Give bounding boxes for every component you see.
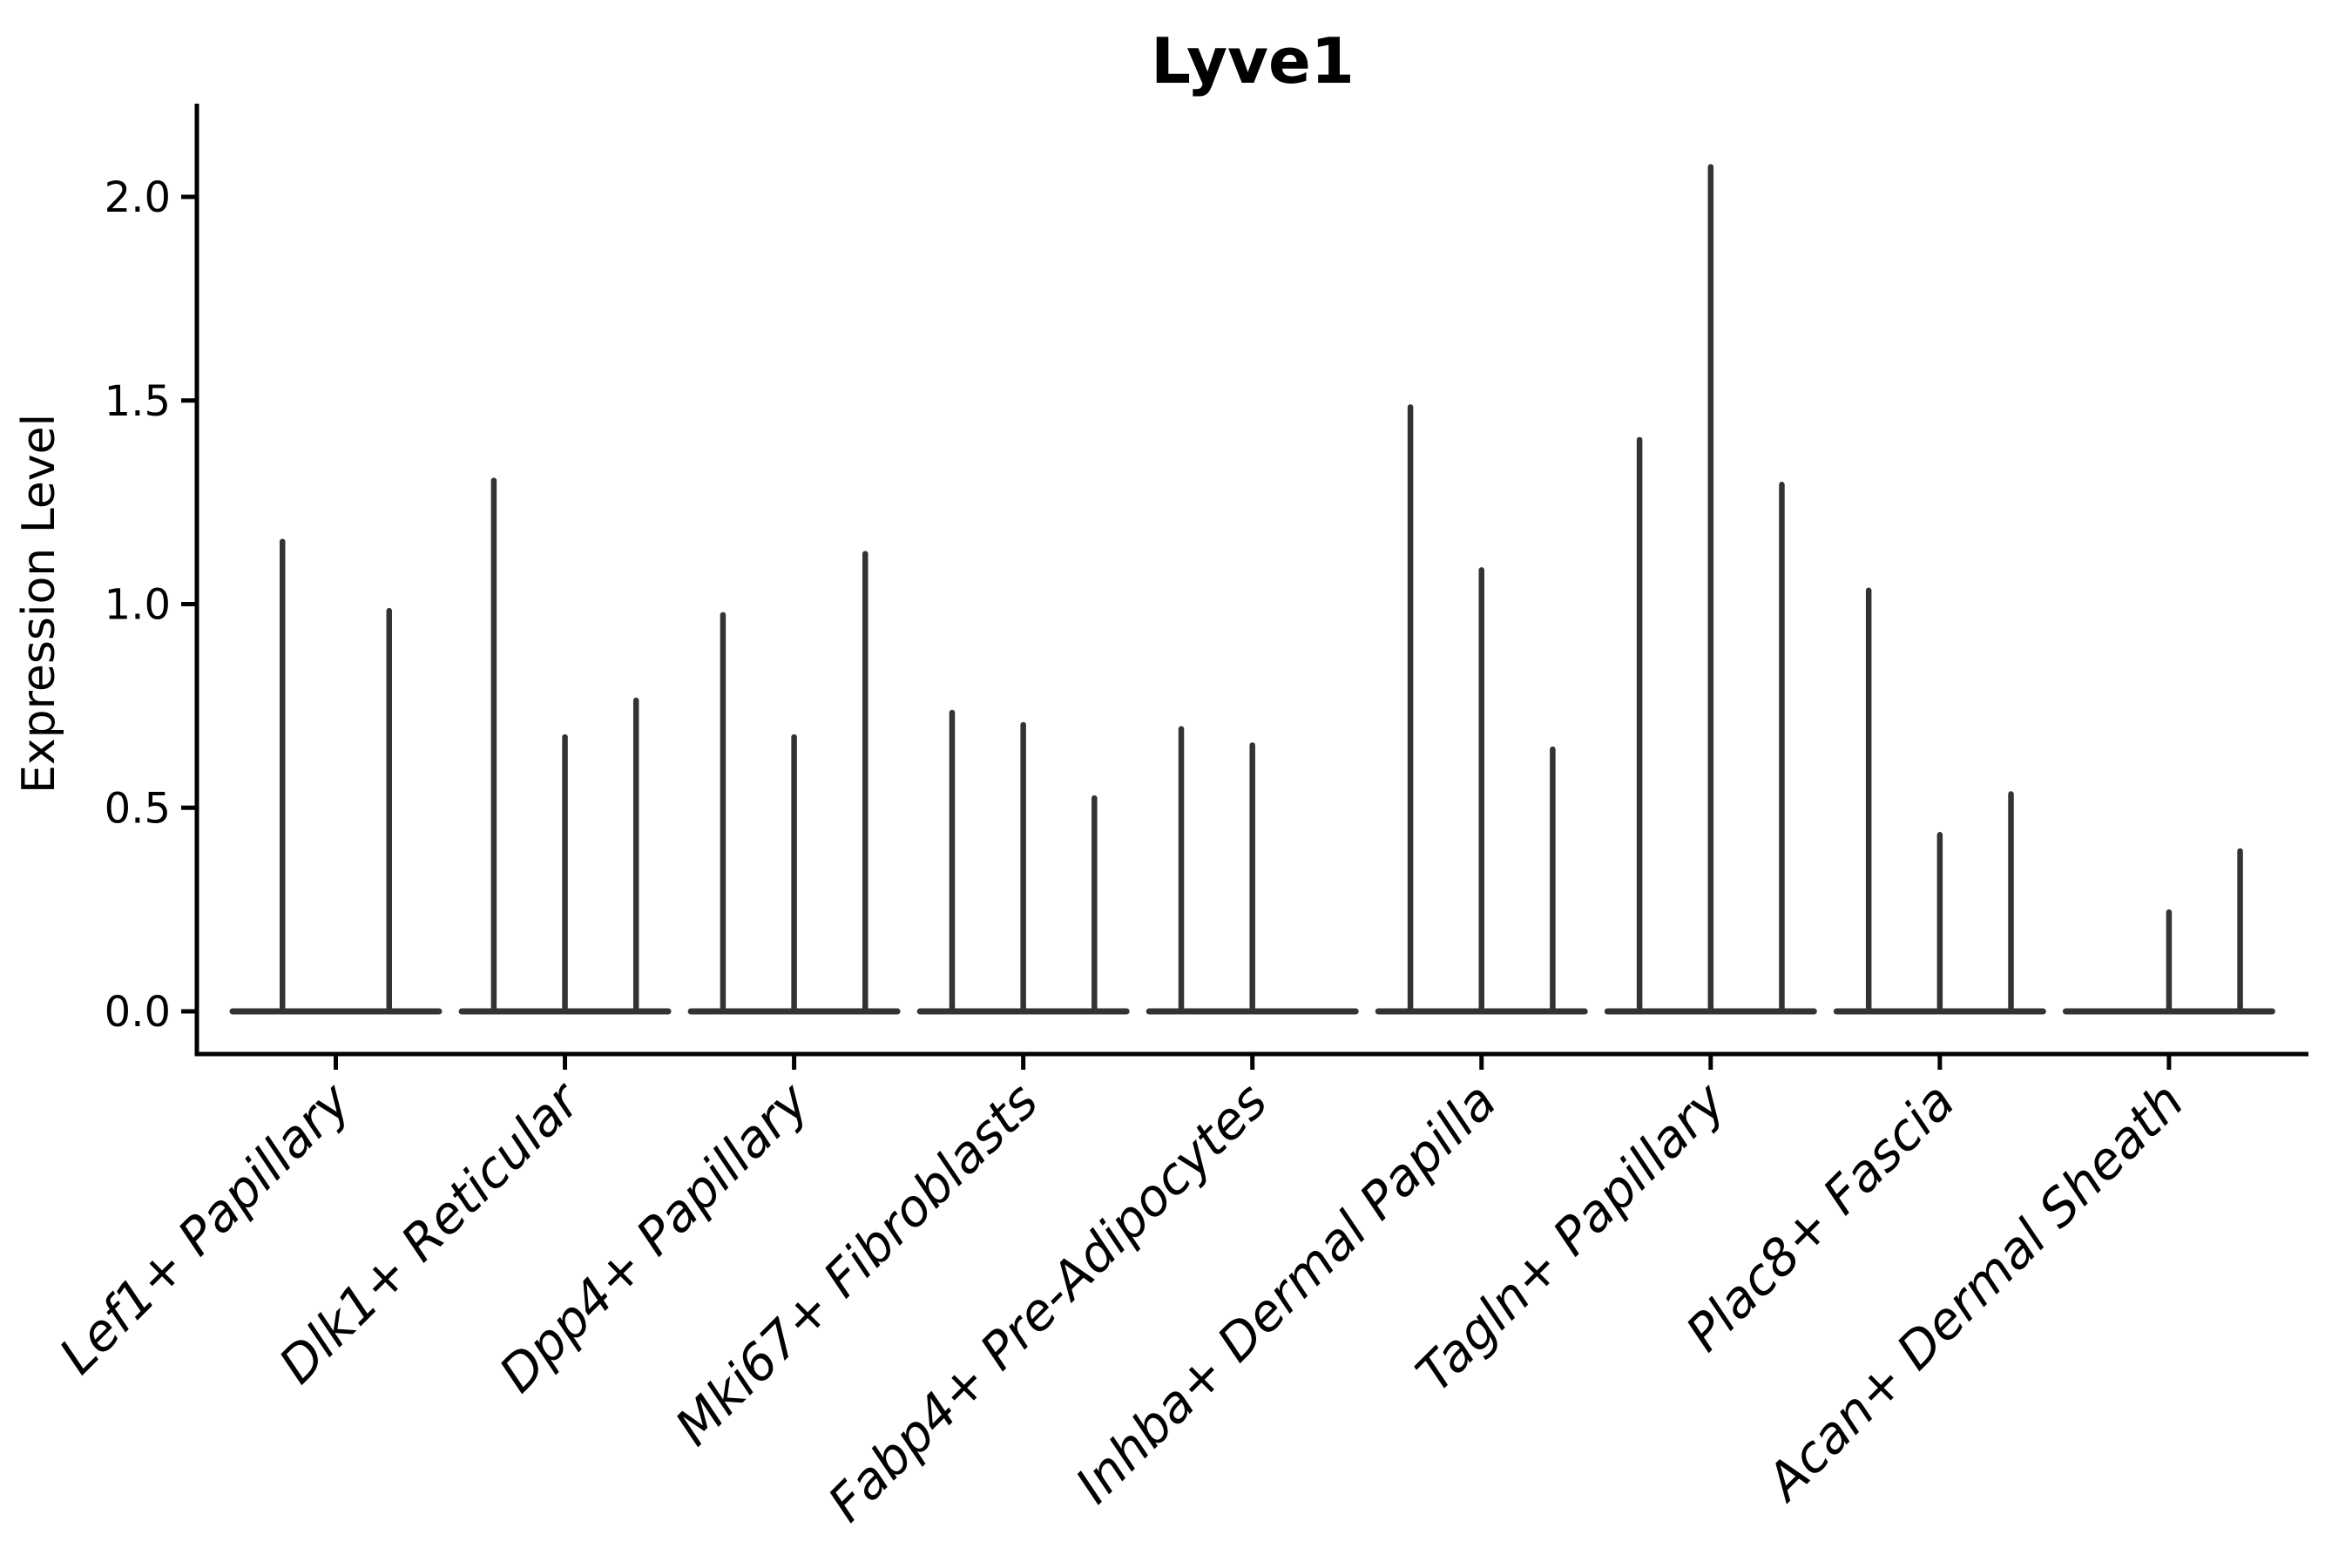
y-tick-label: 1.0	[105, 581, 171, 630]
y-tick-label: 0.5	[105, 784, 171, 833]
y-tick-label: 1.5	[105, 377, 171, 426]
y-tick-label: 2.0	[105, 173, 171, 222]
x-tick-label: Acan+ Dermal Sheath	[1753, 1071, 2195, 1514]
x-tick-label: Inhba+ Dermal Papilla	[1064, 1071, 1508, 1515]
y-axis-title: Expression Level	[13, 414, 65, 794]
x-tick-label: Fabp4+ Pre-Adipocytes	[817, 1071, 1279, 1533]
y-tick-label: 0.0	[105, 988, 171, 1037]
plot-title: Lyve1	[1151, 24, 1355, 98]
